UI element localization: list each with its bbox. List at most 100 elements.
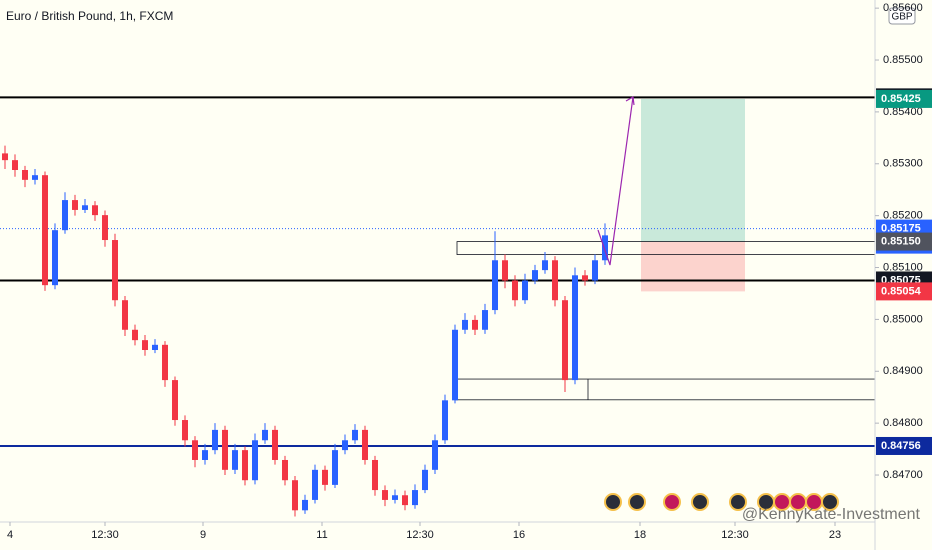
x-tick-label: 11 (316, 529, 327, 541)
currency-badge[interactable] (888, 7, 916, 25)
x-tick-label: 16 (513, 529, 525, 541)
candle-body (322, 469, 328, 485)
candle-body (82, 205, 88, 210)
candle-body (412, 490, 418, 506)
plot-area (0, 96, 876, 517)
y-tick-label: 0.84900 (883, 365, 923, 377)
candle-body (382, 490, 388, 500)
price-label: 0.85425 (881, 93, 921, 105)
candle-body (282, 459, 288, 481)
y-tick-label: 0.85400 (883, 106, 923, 118)
candle-body (392, 495, 398, 500)
candle-body (12, 160, 18, 170)
y-tick-label: 0.84700 (883, 469, 923, 481)
y-tick-label: 0.85100 (883, 261, 923, 273)
x-tick-label: 12:30 (91, 529, 119, 541)
candle-body (582, 275, 588, 281)
y-tick-label: 0.85600 (883, 2, 923, 14)
candle-body (562, 300, 568, 381)
y-tick-label: 0.85000 (883, 313, 923, 325)
candle-body (532, 270, 538, 281)
candle-body (222, 429, 228, 470)
candle-body (272, 429, 278, 460)
candle-body (62, 200, 68, 231)
candle-body (142, 340, 148, 351)
candle-body (232, 450, 238, 470)
candle-body (212, 429, 218, 451)
price-label: 0.85054 (881, 285, 922, 297)
x-tick-label: 23 (829, 529, 841, 541)
candle-body (342, 440, 348, 451)
price-label-bg (876, 232, 932, 251)
candle-body (522, 280, 528, 301)
price-label-bg (876, 436, 932, 455)
candle-body (122, 300, 128, 330)
candle-body (112, 240, 118, 301)
candle-body (352, 429, 358, 441)
candle-body (192, 440, 198, 460)
stop-zone (641, 241, 745, 292)
candle-body (22, 169, 28, 180)
candle-body (252, 440, 258, 481)
event-icon[interactable] (604, 493, 622, 511)
projection-arrow (597, 96, 634, 266)
candle-body (552, 260, 558, 301)
candle-body (332, 450, 338, 485)
event-icon[interactable] (729, 493, 747, 511)
target-zone (641, 98, 745, 242)
event-icon[interactable] (663, 493, 681, 511)
candle-body (102, 215, 108, 241)
price-label: 0.85175 (881, 223, 921, 235)
candle-body (432, 440, 438, 470)
y-tick-label: 0.84800 (883, 417, 923, 429)
x-tick-label: 4 (7, 529, 13, 541)
candle-body (172, 380, 178, 421)
candle-body (72, 200, 78, 210)
candle-body (402, 495, 408, 506)
event-icon[interactable] (821, 493, 839, 511)
event-icons (604, 493, 839, 511)
candle-body (262, 429, 268, 441)
x-tick-label: 12:30 (721, 529, 749, 541)
candle-body (202, 450, 208, 460)
y-tick-label: 0.85200 (883, 210, 923, 222)
y-tick-label: 0.85500 (883, 54, 923, 66)
chart-title: Euro / British Pound, 1h, FXCM (6, 9, 173, 23)
candle-body (372, 459, 378, 491)
candle-body (292, 480, 298, 511)
candle-body (542, 260, 548, 271)
candle-body (482, 310, 488, 330)
candle-body (592, 260, 598, 281)
price-label: 0.84756 (881, 440, 921, 452)
x-tick-label: 18 (634, 529, 646, 541)
candle-body (52, 230, 58, 286)
candle-body (302, 499, 308, 511)
candle-body (502, 260, 508, 281)
candle-body (442, 400, 448, 441)
candle-body (512, 280, 518, 301)
price-label-bg (876, 89, 932, 108)
candle-body (242, 450, 248, 481)
candle-body (182, 420, 188, 441)
event-icon[interactable] (628, 493, 646, 511)
candle-body (2, 153, 8, 161)
candle-body (32, 175, 38, 180)
candle-body (452, 329, 458, 401)
candle-body (152, 344, 158, 351)
price-label: 0.85150 (881, 235, 921, 247)
candle-body (362, 429, 368, 460)
candle-body (472, 319, 478, 330)
candle-body (492, 260, 498, 311)
watermark: @KennyKate-Investment (742, 506, 921, 523)
candle-body (42, 175, 48, 286)
event-icon[interactable] (691, 493, 709, 511)
x-tick-label: 9 (200, 529, 206, 541)
candle-body (422, 469, 428, 491)
candle-body (312, 469, 318, 500)
currency: GBP (891, 12, 912, 23)
candle-body (572, 275, 578, 381)
candle-body (602, 235, 608, 261)
y-tick-label: 0.85300 (883, 158, 923, 170)
